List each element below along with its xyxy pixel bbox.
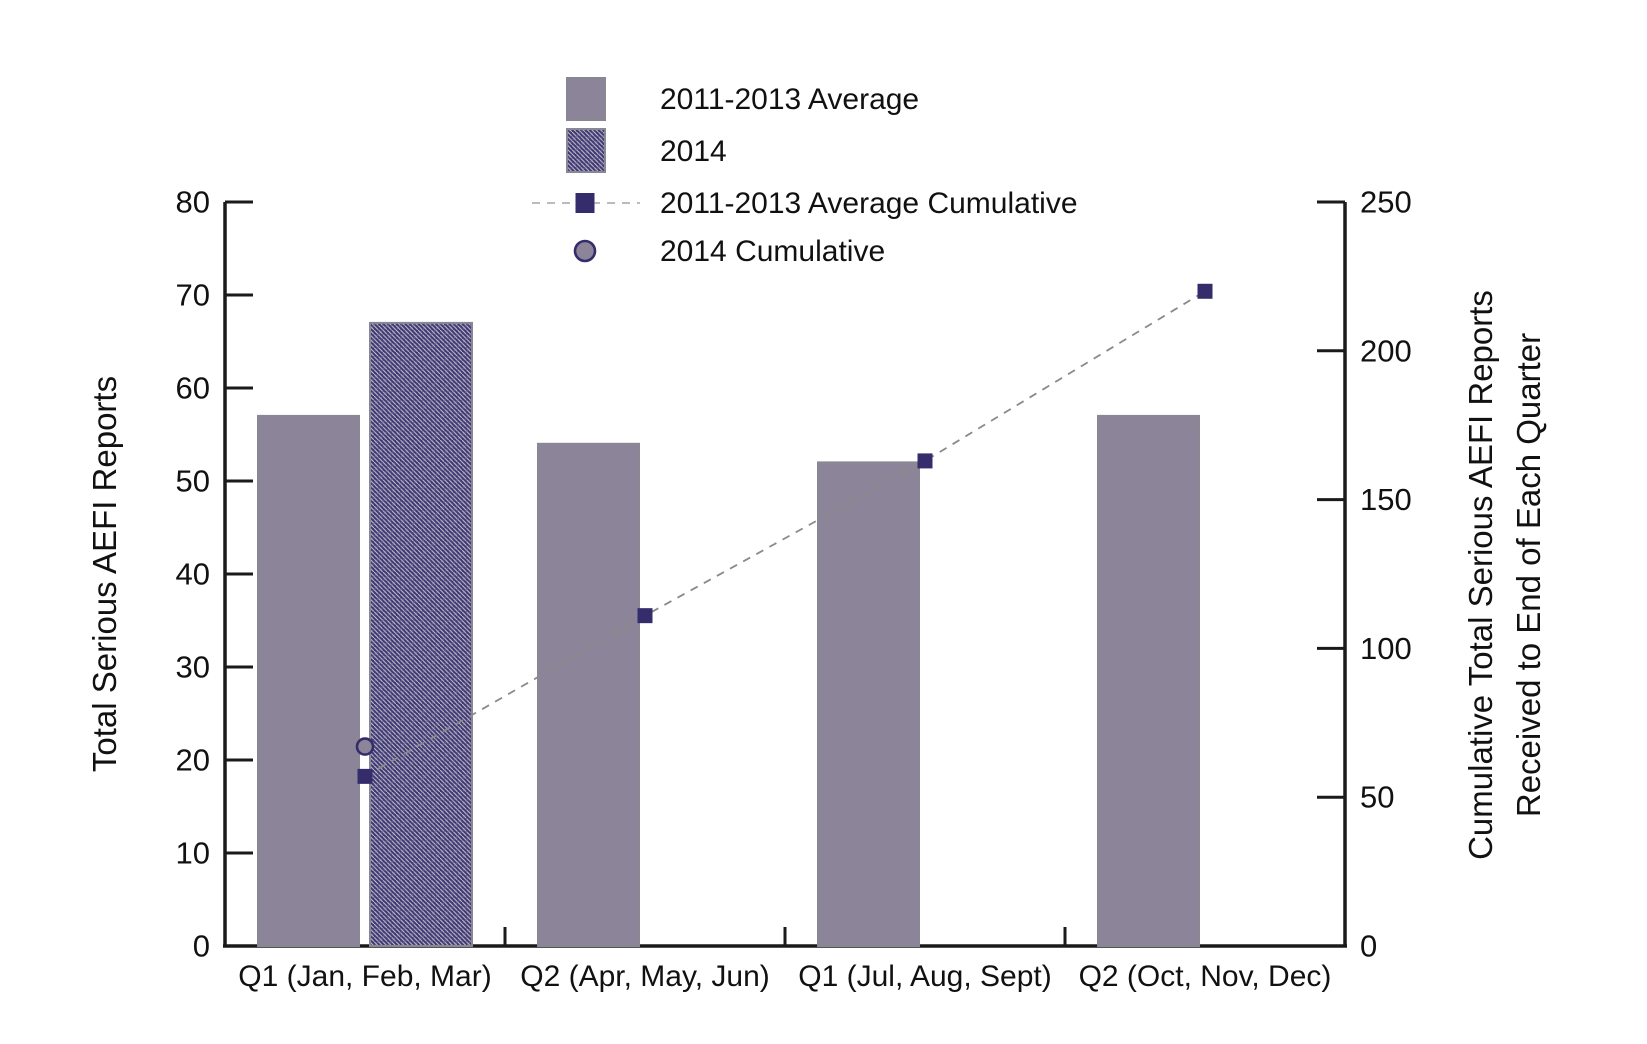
bar-average-q1 — [257, 414, 360, 947]
left-axis-tick-label: 30 — [176, 650, 210, 685]
average-cumulative-marker-q2 — [637, 608, 653, 624]
plot-area: 0 10 20 30 40 50 60 70 80 0 50 100 150 200 250 Q1 (Jan,… — [176, 185, 1412, 994]
legend: 2011-2013 Average 2014 2011-2013 Average… — [532, 77, 1078, 268]
legend-label-average-cumulative: 2011-2013 Average Cumulative — [660, 187, 1078, 220]
category-label: Q2 (Oct, Nov, Dec) — [1079, 960, 1332, 993]
right-axis-tick-label: 50 — [1360, 780, 1394, 815]
bar-average-q3 — [817, 461, 920, 947]
legend-label-average: 2011-2013 Average — [660, 83, 919, 116]
left-axis-tick-label: 20 — [176, 743, 210, 778]
average-cumulative-dashed-line — [364, 290, 1206, 778]
average-cumulative-marker-q1 — [357, 768, 373, 784]
left-axis-tick-label: 0 — [193, 929, 210, 964]
cumulative-2014-marker-q1 — [355, 737, 375, 756]
left-axis-title: Total Serious AEFI Reports — [86, 376, 123, 772]
average-cumulative-marker-q3 — [917, 453, 933, 469]
right-axis-tick-label: 200 — [1360, 333, 1412, 368]
bar-2014-q1-overlay — [369, 321, 473, 947]
left-axis-tick-label: 40 — [176, 557, 210, 592]
average-cumulative-marker-q4 — [1197, 283, 1213, 299]
left-axis-tick-label: 60 — [176, 371, 210, 406]
category-label: Q2 (Apr, May, Jun) — [520, 960, 770, 993]
left-axis-tick-label: 50 — [176, 464, 210, 499]
left-axis-tick-label: 70 — [176, 278, 210, 313]
bar-average-q4 — [1097, 414, 1200, 947]
right-axis-title-line2: Received to End of Each Quarter — [1510, 333, 1547, 817]
legend-label-2014-cumulative: 2014 Cumulative — [660, 235, 885, 268]
right-axis-tick-label: 150 — [1360, 482, 1412, 517]
legend-hatched-bar-swatch-icon — [566, 128, 606, 173]
right-axis-tick-label: 0 — [1360, 929, 1377, 964]
category-label: Q1 (Jul, Aug, Sept) — [798, 960, 1051, 993]
right-axis-tick-label: 100 — [1360, 631, 1412, 666]
left-axis-tick-label: 80 — [176, 185, 210, 220]
right-axis-tick-label: 250 — [1360, 185, 1412, 220]
legend-solid-bar-swatch-icon — [566, 77, 606, 121]
legend-label-2014: 2014 — [660, 135, 727, 168]
left-axis-tick-label: 10 — [176, 836, 210, 871]
category-label: Q1 (Jan, Feb, Mar) — [238, 960, 491, 993]
bar-average-q2 — [537, 442, 640, 947]
legend-circle-marker-icon — [573, 239, 597, 263]
right-axis-title-line1: Cumulative Total Serious AEFI Reports — [1462, 290, 1499, 860]
legend-square-marker-icon — [575, 193, 595, 213]
